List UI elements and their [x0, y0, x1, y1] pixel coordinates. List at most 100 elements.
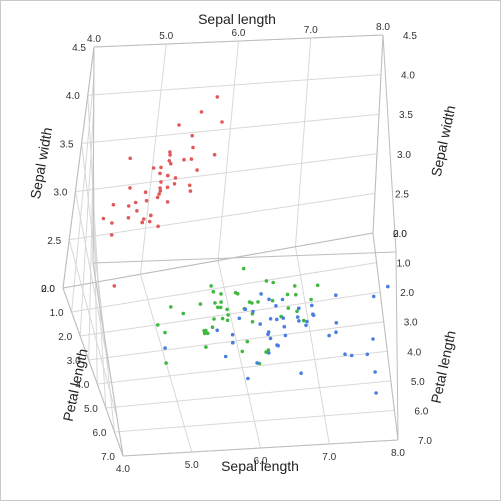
z-tick-label: 2.0 [400, 288, 414, 299]
gridline [81, 113, 380, 144]
y-tick-label: 3.5 [399, 110, 413, 121]
data-point [204, 345, 208, 349]
y-tick-label: 2.0 [393, 229, 407, 240]
data-point [210, 325, 215, 330]
gridline [140, 43, 167, 275]
data-point [168, 150, 172, 154]
data-point [304, 323, 308, 328]
gridline [295, 246, 330, 445]
y-tick-label: 3.5 [60, 139, 74, 150]
data-point [237, 316, 242, 321]
data-point [212, 152, 217, 157]
gridline [80, 291, 381, 337]
data-point [371, 337, 375, 341]
data-point [334, 293, 338, 298]
data-point [199, 110, 204, 114]
data-point [173, 176, 178, 180]
data-point [191, 145, 195, 150]
data-point [295, 315, 300, 319]
data-point [371, 294, 376, 299]
x-tick-label: 6.0 [254, 456, 268, 467]
data-point [128, 156, 132, 161]
y-tick-label: 4.0 [401, 71, 415, 82]
data-point [219, 300, 223, 304]
z-tick-label: 4.0 [407, 347, 421, 358]
data-point [212, 317, 216, 321]
data-point [309, 297, 313, 302]
data-point [334, 330, 338, 335]
data-point [216, 305, 220, 310]
data-point [373, 370, 377, 374]
data-point [195, 168, 199, 172]
data-point [286, 306, 291, 310]
data-point [158, 171, 162, 176]
z-tick-label: 5.0 [84, 404, 98, 415]
data-point [294, 292, 298, 297]
data-point [327, 333, 331, 338]
y-tick-label: 2.5 [395, 189, 409, 200]
data-point [264, 279, 269, 283]
data-point [188, 189, 193, 193]
x-tick-label: 4.0 [87, 34, 101, 45]
data-point [267, 297, 271, 302]
x-tick-label: 8.0 [376, 22, 390, 33]
data-point [250, 320, 255, 324]
data-point [226, 313, 230, 317]
data-point [230, 332, 235, 337]
cube-edge [62, 46, 95, 289]
data-point [182, 157, 186, 162]
cube-edge [372, 34, 384, 234]
data-point [190, 133, 194, 138]
data-point [270, 298, 275, 303]
data-point [264, 350, 268, 354]
data-point [202, 331, 207, 336]
data-point [211, 289, 216, 294]
data-point [268, 317, 273, 321]
data-point [156, 224, 160, 229]
x-axis-label-bottom: Sepal length [221, 458, 299, 474]
cube-edge [122, 439, 399, 457]
data-point [172, 182, 177, 186]
z-tick-label: 6.0 [93, 428, 107, 439]
data-point [109, 233, 114, 237]
data-point [159, 165, 163, 170]
data-point [112, 284, 117, 288]
data-point [165, 185, 170, 190]
data-point [256, 300, 260, 304]
data-point [187, 183, 192, 188]
data-point [142, 217, 146, 221]
data-point [147, 219, 152, 224]
data-point [140, 220, 144, 225]
z-tick-label: 6.0 [414, 406, 428, 417]
cube-edge [372, 232, 399, 441]
cube-edge [92, 46, 95, 264]
data-point [240, 349, 245, 354]
x-tick-label: 4.0 [116, 464, 130, 475]
data-point [156, 323, 160, 327]
y-axis-label-right: Sepal width [428, 104, 459, 178]
z-tick-label: 7.0 [418, 436, 432, 447]
z-tick-label: 3.0 [404, 318, 418, 329]
y-tick-label: 2.0 [41, 284, 55, 295]
x-tick-label: 6.0 [232, 28, 246, 39]
z-tick-label: 1.0 [397, 259, 411, 270]
x-tick-label: 7.0 [322, 452, 336, 463]
data-point [198, 302, 203, 306]
data-point [155, 195, 160, 200]
data-point [225, 307, 229, 312]
data-point [268, 336, 273, 341]
data-point [258, 322, 263, 326]
data-point [204, 328, 208, 333]
data-point [163, 330, 167, 335]
data-point [251, 309, 255, 314]
y-tick-label: 4.5 [403, 31, 417, 42]
y-axis-label-left: Sepal width [27, 126, 55, 200]
y-tick-label: 4.5 [72, 43, 86, 54]
x-tick-label: 8.0 [391, 448, 405, 459]
data-point [189, 157, 194, 161]
gridline [88, 321, 384, 361]
z-tick-label: 1.0 [50, 308, 64, 319]
data-point [365, 352, 370, 357]
data-point [220, 316, 225, 321]
